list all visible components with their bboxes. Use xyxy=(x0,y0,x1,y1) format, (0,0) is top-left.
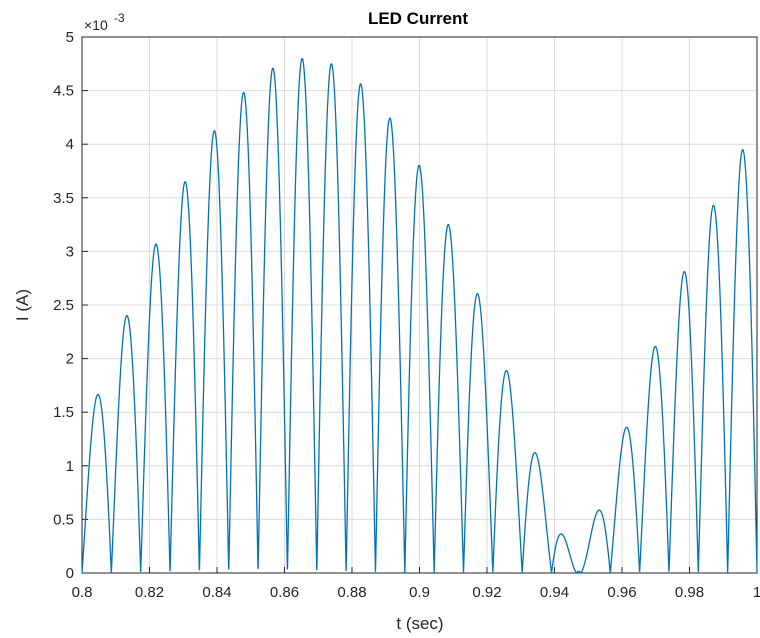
series-layer xyxy=(81,57,758,575)
y-exponent-label: ×10 -3 xyxy=(84,11,125,33)
x-tick-label: 0.96 xyxy=(607,584,636,601)
y-tick-label: 1.5 xyxy=(53,404,74,421)
y-tick-label: 0.5 xyxy=(53,511,74,528)
svg-text:-3: -3 xyxy=(114,11,125,25)
series-line-led-current xyxy=(81,57,758,575)
y-tick-label: 3 xyxy=(66,243,74,260)
x-tick-label: 0.98 xyxy=(675,584,704,601)
x-axis-title: t (sec) xyxy=(396,614,443,633)
x-tick-labels: 0.8 0.82 0.84 0.86 0.88 0.9 0.92 0.94 0.96 0.98 1 xyxy=(72,584,760,601)
y-tick-label: 5 xyxy=(66,29,74,46)
x-tick-label: 0.84 xyxy=(202,584,231,601)
x-tick-label: 0.9 xyxy=(409,584,430,601)
y-tick-label: 0 xyxy=(66,565,74,582)
x-tick-label: 1 xyxy=(753,584,760,601)
y-tick-label: 4.5 xyxy=(53,83,74,100)
axes-box xyxy=(81,36,758,574)
y-tick-label: 1 xyxy=(66,458,74,475)
x-tick-label: 0.82 xyxy=(135,584,164,601)
y-tick-label: 2 xyxy=(66,351,74,368)
y-tick-labels: 0 0.5 1 1.5 2 2.5 3 3.5 4 4.5 5 xyxy=(53,29,74,582)
x-tick-label: 0.86 xyxy=(270,584,299,601)
chart-title: LED Current xyxy=(368,9,468,28)
x-tick-label: 0.88 xyxy=(337,584,366,601)
x-tick-label: 0.92 xyxy=(472,584,501,601)
axes xyxy=(81,36,758,574)
y-tick-label: 4 xyxy=(66,136,74,153)
y-tick-label: 3.5 xyxy=(53,190,74,207)
svg-text:×10: ×10 xyxy=(84,17,108,33)
y-axis-title: I (A) xyxy=(13,289,32,321)
x-tick-label: 0.94 xyxy=(540,584,569,601)
y-tick-label: 2.5 xyxy=(53,297,74,314)
x-tick-label: 0.8 xyxy=(72,584,93,601)
